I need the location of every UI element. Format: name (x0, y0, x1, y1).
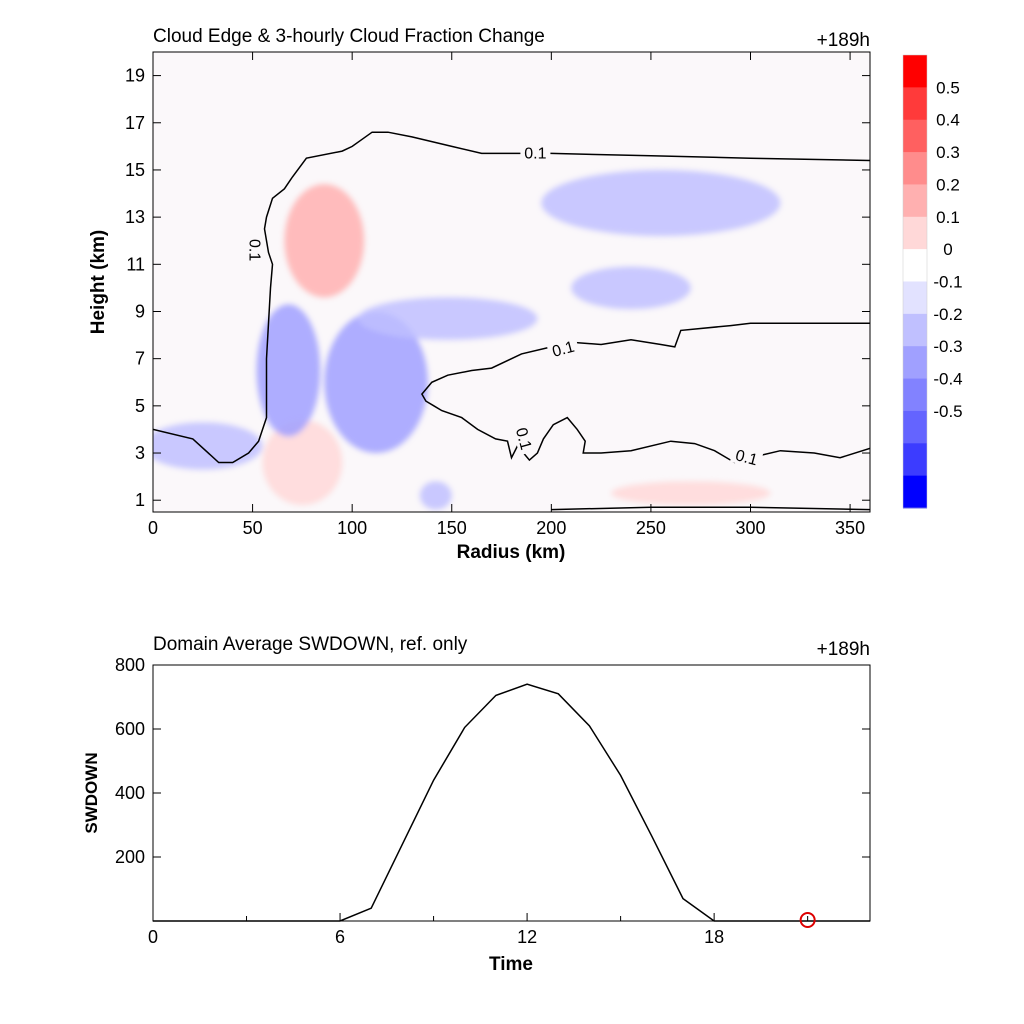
colorbar-swatch (903, 152, 927, 185)
top-y-tick-label: 1 (135, 490, 145, 510)
colorbar-label: 0 (943, 240, 952, 259)
bottom-plot-frame (152, 664, 871, 922)
contour-label-3: 0.1 (511, 421, 537, 456)
top-y-tick-label: 3 (135, 443, 145, 463)
bottom-chart-title: Domain Average SWDOWN, ref. only (153, 634, 468, 655)
svg-text:0.1: 0.1 (512, 426, 534, 452)
anomaly-negative-8 (419, 481, 452, 510)
swdown-panel: Domain Average SWDOWN, ref. only +189h 0… (82, 634, 871, 975)
cloud-fraction-panel: Cloud Edge & 3-hourly Cloud Fraction Cha… (88, 26, 963, 563)
colorbar-label: -0.2 (933, 305, 962, 324)
anomaly-negative-6 (541, 169, 781, 237)
bottom-y-tick-label: 400 (115, 783, 145, 803)
top-x-axis-title: Radius (km) (457, 542, 566, 563)
bottom-x-tick-label: 0 (148, 927, 158, 947)
colorbar-label: 0.5 (936, 78, 960, 97)
contour-line-2 (551, 506, 870, 511)
svg-text:0.1: 0.1 (524, 145, 546, 162)
svg-text:0.1: 0.1 (550, 339, 576, 361)
colorbar-label: 0.4 (936, 111, 960, 130)
anomaly-negative-4 (324, 311, 428, 454)
colorbar-swatch (903, 87, 927, 121)
svg-text:0.1: 0.1 (733, 447, 759, 469)
bottom-x-tick-label: 12 (517, 927, 537, 947)
top-x-tick-label: 250 (636, 518, 666, 538)
bottom-x-tick-label: 6 (335, 927, 345, 947)
colorbar-swatch (903, 475, 927, 509)
anomaly-negative-7 (571, 266, 691, 310)
top-y-tick-label: 9 (135, 301, 145, 321)
colorbar-swatch (903, 443, 927, 477)
top-x-tick-label: 100 (337, 518, 367, 538)
top-y-tick-label: 7 (135, 349, 145, 369)
top-y-tick-label: 13 (125, 207, 145, 227)
anomaly-field (153, 169, 781, 510)
top-y-tick-label: 5 (135, 396, 145, 416)
top-y-tick-label: 11 (126, 254, 145, 274)
anomaly-negative-5 (358, 297, 538, 340)
colorbar-swatch (903, 281, 927, 315)
contour-label-0: 0.1 (520, 143, 551, 162)
colorbar-swatch (903, 346, 927, 380)
colorbar-swatch (903, 184, 927, 218)
anomaly-positive-1 (262, 420, 343, 505)
colorbar-swatch (903, 410, 927, 444)
top-time-label: +189h (817, 30, 870, 51)
top-chart-title: Cloud Edge & 3-hourly Cloud Fraction Cha… (153, 26, 545, 47)
anomaly-positive-3 (284, 184, 365, 298)
contour-label-1: 0.1 (246, 235, 265, 266)
colorbar-swatch (903, 313, 927, 347)
swdown-series (153, 683, 870, 928)
top-x-tick-label: 200 (536, 518, 566, 538)
current-time-marker (799, 912, 816, 928)
anomaly-negative-0 (153, 422, 263, 470)
contour-line-0 (153, 131, 870, 464)
top-x-ticks: 0 50 100 150 200 250 300 350 (148, 52, 865, 538)
top-plot-frame (152, 51, 871, 513)
bottom-x-axis-title: Time (489, 954, 533, 975)
contour-labels: 0.1 0.1 0.1 0.1 0.1 (246, 143, 764, 470)
bottom-y-tick-label: 800 (115, 655, 145, 675)
top-x-tick-label: 300 (735, 518, 765, 538)
top-x-tick-label: 150 (437, 518, 467, 538)
colorbar-label: -0.5 (933, 402, 962, 421)
top-y-tick-label: 15 (125, 160, 145, 180)
colorbar: 0.5 0.4 0.3 0.2 0.1 0 -0.1 -0.2 -0.3 -0.4 -0.5 (902, 54, 963, 509)
colorbar-swatch (903, 119, 927, 153)
top-x-tick-label: 0 (148, 518, 158, 538)
colorbar-swatch (903, 378, 927, 412)
colorbar-label: -0.1 (933, 273, 962, 292)
colorbar-label: -0.4 (933, 370, 962, 389)
top-y-tick-label: 19 (125, 66, 145, 86)
colorbar-label: -0.3 (933, 337, 962, 356)
anomaly-negative-2 (256, 304, 321, 437)
bottom-time-label: +189h (817, 639, 870, 660)
colorbar-swatch (903, 249, 927, 282)
contour-line-1 (420, 322, 870, 464)
bottom-y-tick-label: 200 (115, 847, 145, 867)
colorbar-label: 0.3 (936, 143, 960, 162)
colorbar-label: 0.1 (936, 208, 960, 227)
svg-text:0.1: 0.1 (246, 239, 263, 261)
colorbar-label: 0.2 (936, 175, 960, 194)
top-y-axis-title: Height (km) (88, 230, 109, 335)
swdown-line (153, 683, 870, 922)
colorbar-swatch (903, 216, 927, 250)
bottom-y-ticks: 200 400 600 800 (115, 655, 870, 867)
anomaly-positive-9 (611, 481, 771, 505)
top-x-tick-label: 350 (835, 518, 865, 538)
colorbar-swatch (903, 55, 927, 88)
bottom-x-ticks: 0 6 12 18 (148, 913, 809, 947)
bottom-y-axis-title: SWDOWN (82, 752, 101, 833)
contour-label-2: 0.1 (546, 335, 580, 361)
top-y-tick-label: 17 (125, 113, 145, 133)
top-x-tick-label: 50 (243, 518, 263, 538)
bottom-x-tick-label: 18 (704, 927, 724, 947)
bottom-y-tick-label: 600 (115, 719, 145, 739)
contour-lines (153, 131, 870, 511)
contour-label-4: 0.1 (729, 444, 764, 470)
